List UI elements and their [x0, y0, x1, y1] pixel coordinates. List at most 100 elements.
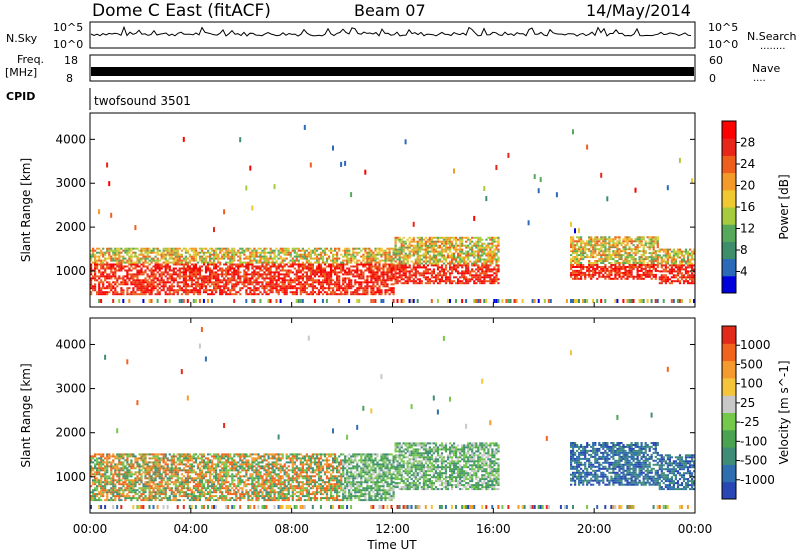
- echo-cell: [215, 289, 217, 291]
- echo-cell: [235, 281, 237, 283]
- echo-cell: [227, 254, 229, 256]
- echo-cell: [294, 248, 296, 250]
- echo-cell: [578, 262, 580, 264]
- echo-cell: [211, 277, 213, 279]
- echo-cell: [149, 275, 151, 277]
- echo-cell: [219, 262, 221, 264]
- echo-cell: [106, 291, 108, 293]
- echo-cell: [128, 299, 130, 303]
- echo-cell: [590, 236, 592, 238]
- echo-cell: [120, 268, 122, 270]
- echo-cell: [380, 254, 382, 256]
- echo-cell: [163, 256, 165, 258]
- echo-cell: [114, 469, 116, 471]
- echo-cell: [227, 256, 229, 258]
- echo-cell: [322, 273, 324, 275]
- echo-cell: [463, 259, 465, 261]
- echo-cell: [167, 266, 169, 268]
- echo-cell: [336, 287, 338, 289]
- echo-cell: [391, 268, 393, 270]
- echo-cell: [265, 268, 267, 270]
- echo-cell: [481, 270, 483, 272]
- echo-cell: [126, 489, 128, 491]
- echo-cell: [126, 266, 128, 268]
- echo-cell: [183, 264, 185, 266]
- echo-cell: [570, 276, 572, 278]
- echo-cell: [612, 252, 614, 254]
- echo-cell: [173, 279, 175, 281]
- echo-cell: [681, 274, 683, 276]
- echo-cell: [391, 275, 393, 277]
- echo-cell: [419, 278, 421, 280]
- echo-cell: [483, 274, 485, 276]
- echo-cell: [616, 254, 618, 256]
- echo-cell: [110, 487, 112, 489]
- echo-cell: [465, 263, 467, 265]
- echo-cell: [403, 270, 405, 272]
- echo-cell: [302, 258, 304, 260]
- echo-cell: [280, 273, 282, 275]
- echo-cell: [118, 495, 120, 497]
- echo-cell: [409, 253, 411, 255]
- echo-cell: [417, 257, 419, 259]
- echo-cell: [429, 282, 431, 284]
- echo-cell: [328, 256, 330, 258]
- echo-cell: [217, 254, 219, 256]
- echo-cell: [384, 262, 386, 264]
- echo-cell: [114, 497, 116, 499]
- echo-cell: [290, 281, 292, 283]
- echo-cell: [469, 272, 471, 274]
- echo-cell: [290, 291, 292, 293]
- echo-cell: [199, 270, 201, 272]
- echo-cell: [265, 256, 267, 258]
- echo-cell: [457, 249, 459, 251]
- echo-cell: [221, 293, 223, 295]
- echo-cell: [423, 261, 425, 263]
- echo-cell: [136, 279, 138, 281]
- echo-cell: [118, 293, 120, 295]
- echo-cell: [457, 282, 459, 284]
- echo-cell: [259, 248, 261, 250]
- echo-cell: [316, 293, 318, 295]
- echo-cell: [102, 254, 104, 256]
- echo-cell: [614, 254, 616, 256]
- echo-cell: [225, 275, 227, 277]
- echo-cell: [140, 279, 142, 281]
- echo-cell: [112, 495, 114, 497]
- echo-cell: [532, 299, 534, 303]
- echo-cell: [467, 247, 469, 249]
- echo-cell: [128, 495, 130, 497]
- echo-cell: [471, 247, 473, 249]
- echo-cell: [227, 289, 229, 291]
- echo-cell: [290, 260, 292, 262]
- echo-cell: [655, 240, 657, 242]
- echo-cell: [92, 455, 94, 457]
- echo-cell: [386, 260, 388, 262]
- echo-cell: [116, 260, 118, 262]
- echo-cell: [104, 505, 106, 509]
- echo-cell: [639, 242, 641, 244]
- echo-cell: [298, 270, 300, 272]
- echo-cell: [253, 252, 255, 254]
- echo-cell: [284, 275, 286, 277]
- echo-cell: [282, 270, 284, 272]
- echo-cell: [268, 281, 270, 283]
- echo-cell: [653, 248, 655, 250]
- echo-cell: [457, 280, 459, 282]
- echo-cell: [495, 276, 497, 278]
- echo-cell: [165, 285, 167, 287]
- echo-cell: [104, 254, 106, 256]
- echo-cell: [382, 281, 384, 283]
- echo-cell: [441, 243, 443, 245]
- echo-cell: [471, 264, 473, 266]
- echo-cell: [344, 273, 346, 275]
- echo-cell: [288, 270, 290, 272]
- echo-cell: [574, 270, 576, 272]
- echo-cell: [427, 280, 429, 282]
- echo-cell: [415, 280, 417, 282]
- echo-cell: [227, 293, 229, 295]
- echo-cell: [346, 264, 348, 266]
- echo-cell: [451, 241, 453, 243]
- colorbar-swatch: [722, 241, 736, 259]
- echo-cell: [120, 473, 122, 475]
